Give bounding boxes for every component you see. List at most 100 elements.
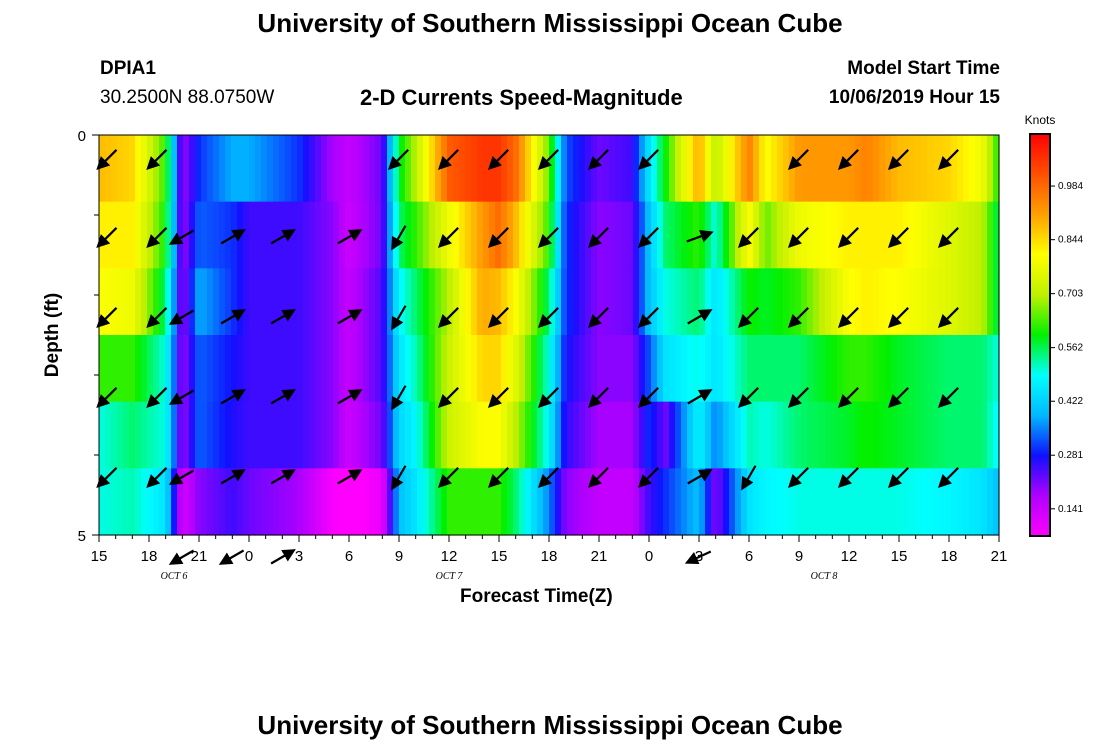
x-tick-label: 18 xyxy=(941,548,958,565)
x-tick-label: 21 xyxy=(591,548,608,565)
heatmap-cell xyxy=(789,135,796,203)
heatmap-cell xyxy=(873,268,880,336)
current-vector-arrow xyxy=(587,387,609,409)
current-vector-arrow xyxy=(218,549,245,565)
heatmap-cell xyxy=(933,335,940,403)
heatmap-cell xyxy=(729,268,736,336)
heatmap-cell xyxy=(675,201,682,269)
heatmap-cell xyxy=(543,468,550,536)
heatmap-cell xyxy=(663,468,670,536)
heatmap-cell xyxy=(759,335,766,403)
current-vector-arrow xyxy=(887,307,909,329)
heatmap-cell xyxy=(723,468,730,536)
heatmap-cell xyxy=(771,201,778,269)
heatmap-cell xyxy=(219,268,226,336)
heatmap-cell xyxy=(813,268,820,336)
heatmap-cell xyxy=(693,335,700,403)
date-label: OCT 7 xyxy=(436,571,464,582)
heatmap-cell xyxy=(699,468,706,536)
heatmap-cell xyxy=(549,468,556,536)
heatmap-cell xyxy=(921,401,928,469)
heatmap-cell xyxy=(423,135,430,203)
heatmap-cell xyxy=(327,335,334,403)
heatmap-cell xyxy=(753,201,760,269)
heatmap-cell xyxy=(363,201,370,269)
current-vector-arrow xyxy=(96,149,118,171)
heatmap-cell xyxy=(219,335,226,403)
heatmap-cell xyxy=(909,135,916,203)
heatmap-cell xyxy=(327,401,334,469)
heatmap-cell xyxy=(855,201,862,269)
heatmap-cell xyxy=(189,268,196,336)
heatmap-cell xyxy=(831,335,838,403)
heatmap-cell xyxy=(417,335,424,403)
heatmap-cell xyxy=(759,201,766,269)
heatmap-cell xyxy=(429,401,436,469)
current-vector-arrow xyxy=(684,550,712,565)
heatmap-cell xyxy=(675,135,682,203)
heatmap-cell xyxy=(885,268,892,336)
heatmap-cell xyxy=(561,335,568,403)
heatmap-cell xyxy=(735,401,742,469)
heatmap-cell xyxy=(645,335,652,403)
heatmap-cell xyxy=(819,135,826,203)
heatmap-cell xyxy=(549,268,556,336)
heatmap-cell xyxy=(477,268,484,336)
current-vector-arrow xyxy=(837,387,859,409)
heatmap-cell xyxy=(609,268,616,336)
heatmap-cell xyxy=(453,335,460,403)
heatmap-cell xyxy=(555,135,562,203)
heatmap-cell xyxy=(477,335,484,403)
heatmap-cell xyxy=(507,401,514,469)
current-vector-arrow xyxy=(337,229,363,245)
heatmap-cell xyxy=(363,401,370,469)
heatmap-cell xyxy=(555,268,562,336)
chart-title: 2-D Currents Speed-Magnitude xyxy=(360,85,683,110)
heatmap-cell xyxy=(765,401,772,469)
heatmap-cell xyxy=(423,468,430,536)
heatmap-cell xyxy=(327,201,334,269)
heatmap-cell xyxy=(405,468,412,536)
heatmap-cell xyxy=(459,468,466,536)
heatmap-cell xyxy=(783,468,790,536)
heatmap-cell xyxy=(105,401,112,469)
heatmap-cell xyxy=(201,401,208,469)
current-vector-arrow xyxy=(537,227,559,249)
heatmap-cell xyxy=(105,268,112,336)
heatmap-cell xyxy=(333,401,340,469)
heatmap-cell xyxy=(675,335,682,403)
heatmap-cell xyxy=(969,401,976,469)
heatmap-cell xyxy=(639,401,646,469)
heatmap-cell xyxy=(471,335,478,403)
heatmap-cell xyxy=(855,335,862,403)
model-start-label: Model Start Time xyxy=(847,58,1000,79)
heatmap-cell xyxy=(351,268,358,336)
heatmap-cell xyxy=(267,201,274,269)
heatmap-cell xyxy=(783,201,790,269)
heatmap-cell xyxy=(543,401,550,469)
heatmap-cell xyxy=(291,335,298,403)
heatmap-cell xyxy=(657,201,664,269)
heatmap-cell xyxy=(303,135,310,203)
heatmap-cell xyxy=(387,335,394,403)
heatmap-cell xyxy=(633,401,640,469)
heatmap-cell xyxy=(111,401,118,469)
heatmap-cell xyxy=(279,135,286,203)
heatmap-cell xyxy=(717,401,724,469)
heatmap-cell xyxy=(345,401,352,469)
heatmap-cell xyxy=(909,401,916,469)
heatmap-cell xyxy=(243,135,250,203)
current-vector-arrow xyxy=(168,389,195,405)
heatmap-cell xyxy=(675,468,682,536)
heatmap-cell xyxy=(327,468,334,536)
heatmap-cell xyxy=(201,468,208,536)
heatmap-cell xyxy=(375,468,382,536)
heatmap-cell xyxy=(963,268,970,336)
heatmap-cell xyxy=(399,401,406,469)
heatmap-cell xyxy=(159,335,166,403)
current-vector-arrow xyxy=(637,467,659,489)
heatmap-cell xyxy=(885,401,892,469)
heatmap-cell xyxy=(603,401,610,469)
heatmap-cell xyxy=(681,401,688,469)
heatmap-cell xyxy=(315,335,322,403)
